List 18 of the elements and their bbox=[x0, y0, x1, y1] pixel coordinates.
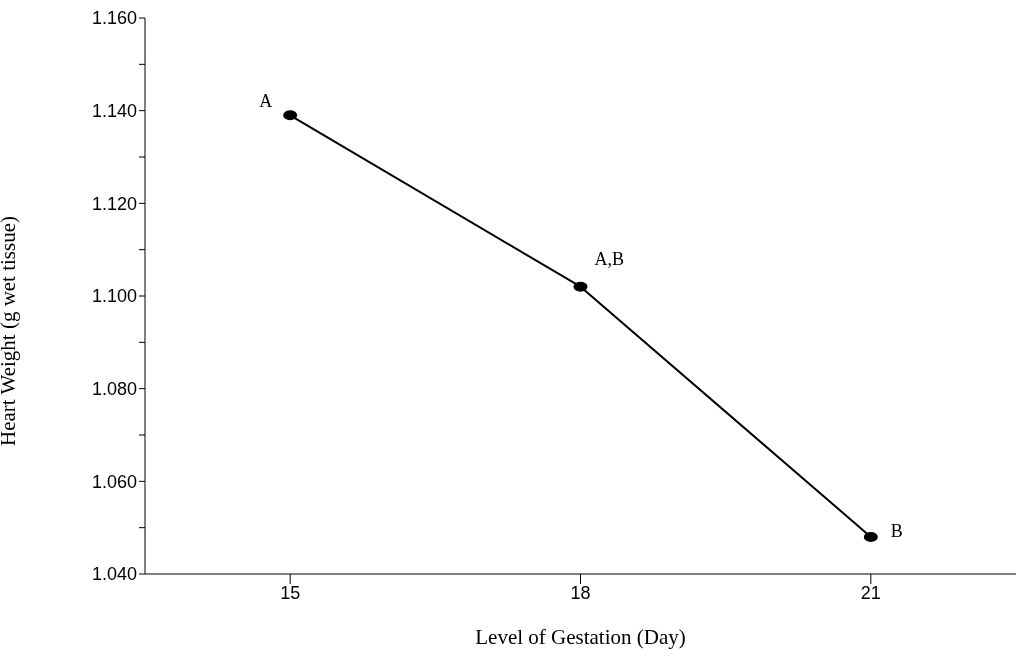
x-tick-label: 15 bbox=[280, 582, 301, 603]
point bbox=[283, 110, 298, 121]
y-tick-label: 1.100 bbox=[91, 286, 137, 307]
x-tick-label: 21 bbox=[860, 582, 881, 603]
y-axis-title: Heart Weight (g wet tissue) bbox=[0, 215, 21, 446]
y-tick-label: 1.060 bbox=[91, 471, 137, 492]
y-tick-label: 1.080 bbox=[91, 379, 137, 400]
annotation: B bbox=[890, 520, 903, 541]
annotation: A,B bbox=[594, 248, 625, 269]
point bbox=[573, 281, 588, 292]
point bbox=[863, 531, 878, 542]
y-tick-label: 1.160 bbox=[91, 8, 137, 29]
annotation: A bbox=[259, 91, 273, 112]
y-tick-label: 1.120 bbox=[91, 193, 137, 214]
y-tick-label: 1.140 bbox=[91, 101, 137, 122]
x-tick-label: 18 bbox=[570, 582, 591, 603]
x-axis-title: Level of Gestation (Day) bbox=[475, 625, 686, 649]
y-tick-label: 1.040 bbox=[91, 564, 137, 585]
